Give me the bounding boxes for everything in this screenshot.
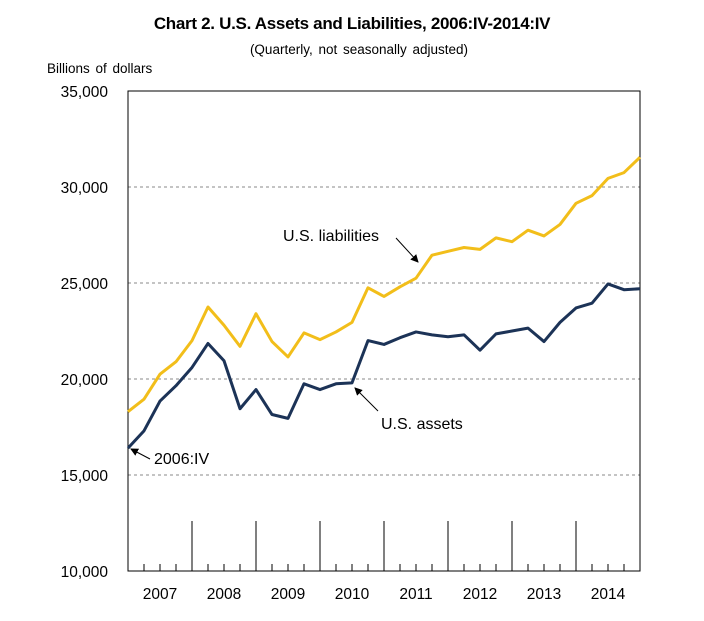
y-axis-tick-labels: 10,000 15,000 20,000 25,000 30,000 35,000 (61, 84, 109, 581)
annotations: U.S. liabilities U.S. assets 2006:IV (130, 228, 463, 468)
annotation-arrow-start (130, 448, 151, 460)
plot-area-frame (127, 90, 641, 572)
x-tick-label: 2009 (271, 586, 305, 603)
x-tick-label: 2010 (335, 586, 370, 603)
x-axis-ticks (143, 521, 625, 571)
x-tick-label: 2012 (463, 586, 497, 603)
annotation-liabilities: U.S. liabilities (283, 228, 379, 245)
x-tick-label: 2008 (207, 586, 241, 603)
y-tick-label: 35,000 (61, 84, 109, 101)
y-tick-label: 30,000 (61, 180, 109, 197)
gridlines (128, 186, 640, 476)
y-tick-label: 25,000 (61, 276, 109, 293)
annotation-arrow-liabilities (395, 237, 419, 263)
liabilities-line (127, 156, 642, 413)
y-tick-label: 15,000 (61, 468, 109, 485)
x-axis-tick-labels: 2007 2008 2009 2010 2011 2012 2013 2014 (143, 586, 626, 603)
chart-title: Chart 2. U.S. Assets and Liabilities, 20… (153, 14, 551, 33)
y-tick-label: 20,000 (61, 372, 109, 389)
assets-line (126, 282, 641, 450)
x-tick-label: 2011 (399, 586, 432, 603)
annotation-start: 2006:IV (154, 451, 209, 468)
y-axis-label: Billions of dollars (47, 61, 153, 76)
annotation-arrow-assets (354, 387, 379, 412)
annotation-assets: U.S. assets (381, 416, 463, 433)
chart-subtitle: (Quarterly, not seasonally adjusted) (249, 42, 469, 57)
y-tick-label: 10,000 (61, 564, 109, 581)
series-lines (126, 156, 642, 450)
x-tick-label: 2007 (143, 586, 177, 603)
x-tick-label: 2014 (591, 586, 626, 603)
x-tick-label: 2013 (527, 586, 561, 603)
